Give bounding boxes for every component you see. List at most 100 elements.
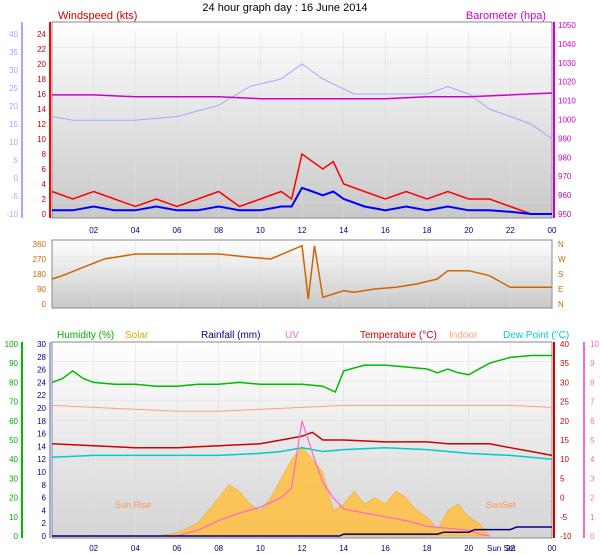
temp-tick-2: 30 bbox=[560, 378, 569, 387]
compass-tick-2: S bbox=[558, 270, 563, 279]
solar-tick-9: 12 bbox=[37, 455, 46, 464]
series-dewpoint bbox=[51, 446, 553, 460]
baro-tick-8: 970 bbox=[558, 172, 572, 181]
uv-tick-7: 3 bbox=[590, 474, 595, 483]
legend-label-4: Temperature (°C) bbox=[360, 330, 437, 341]
wind-tick-8: 8 bbox=[42, 150, 47, 159]
wind-tick-11: 2 bbox=[42, 195, 47, 204]
blue-tick-0: 40 bbox=[9, 30, 18, 39]
baro-tick-9: 960 bbox=[558, 191, 572, 200]
uv-tick-2: 8 bbox=[590, 378, 595, 387]
blue-tick-1: 35 bbox=[9, 48, 18, 57]
windspeed-axis-label: Windspeed (kts) bbox=[58, 10, 137, 22]
temp-tick-4: 20 bbox=[560, 417, 569, 426]
series-temperature bbox=[51, 431, 553, 457]
wind-tick-12: 0 bbox=[42, 210, 47, 219]
temperature-scale-ticks: 40 35 30 25 20 15 10 5 0 -5 -10 bbox=[560, 340, 572, 541]
solar-tick-0: 30 bbox=[37, 340, 46, 349]
temp-tick-9: -5 bbox=[560, 513, 568, 522]
solar-tick-4: 22 bbox=[37, 391, 46, 400]
x-tick-22: 22 bbox=[506, 544, 515, 553]
sunrise-label: Sun Rise bbox=[115, 500, 152, 510]
x-tick-12: 12 bbox=[298, 544, 307, 553]
blue-tick-4: 20 bbox=[9, 102, 18, 111]
blue-tick-9: -5 bbox=[11, 192, 19, 201]
hum-tick-5: 50 bbox=[9, 436, 18, 445]
solar-tick-14: 2 bbox=[42, 519, 47, 528]
hum-tick-9: 10 bbox=[9, 513, 18, 522]
x-tick-04: 04 bbox=[131, 544, 140, 553]
deg-tick-1: 270 bbox=[33, 255, 47, 264]
gridlines-humidity bbox=[52, 342, 552, 538]
series-uv bbox=[166, 420, 490, 537]
x-tick-06: 06 bbox=[173, 226, 182, 235]
blue-tick-2: 30 bbox=[9, 66, 18, 75]
solar-tick-15: 0 bbox=[42, 532, 47, 541]
x-tick-22: 22 bbox=[506, 226, 515, 235]
blue-tick-5: 15 bbox=[9, 120, 18, 129]
uv-tick-5: 5 bbox=[590, 436, 595, 445]
solar-tick-3: 24 bbox=[37, 378, 46, 387]
solar-tick-6: 18 bbox=[37, 417, 46, 426]
compass-tick-1: W bbox=[558, 255, 566, 264]
compass-tick-0: N bbox=[558, 240, 564, 249]
uv-tick-6: 4 bbox=[590, 455, 595, 464]
blue-tick-3: 25 bbox=[9, 84, 18, 93]
legend-label-0: Humidity (%) bbox=[57, 330, 114, 341]
solar-tick-13: 4 bbox=[42, 506, 47, 515]
x-tick-12: 12 bbox=[298, 226, 307, 235]
hum-tick-3: 70 bbox=[9, 398, 18, 407]
x-tick-10: 10 bbox=[256, 544, 265, 553]
x-tick-20: 20 bbox=[464, 544, 473, 553]
wind-tick-4: 16 bbox=[37, 90, 46, 99]
hum-tick-6: 40 bbox=[9, 455, 18, 464]
solar-tick-5: 20 bbox=[37, 404, 46, 413]
series-windspeed bbox=[51, 152, 552, 215]
uv-tick-9: 1 bbox=[590, 513, 595, 522]
chart-title: 24 hour graph day : 16 June 2014 bbox=[202, 2, 367, 14]
hum-tick-10: 0 bbox=[14, 532, 19, 541]
temp-tick-3: 25 bbox=[560, 398, 569, 407]
blue-tick-8: 0 bbox=[14, 174, 19, 183]
x-ticks-humidity: 02 04 06 08 10 12 14 16 18 20 22 00 bbox=[89, 544, 557, 553]
direction-degree-ticks: 360 270 180 90 0 bbox=[33, 240, 47, 309]
temp-tick-0: 40 bbox=[560, 340, 569, 349]
x-tick-06: 06 bbox=[173, 544, 182, 553]
solar-tick-2: 26 bbox=[37, 366, 46, 375]
wind-tick-5: 14 bbox=[37, 105, 46, 114]
compass-tick-4: N bbox=[558, 300, 564, 309]
hum-tick-0: 100 bbox=[5, 340, 19, 349]
x-ticks-wind: 02 04 06 08 10 12 14 16 18 20 22 00 bbox=[89, 226, 557, 235]
panel-wind-barometer: Windspeed (kts) Barometer (hpa) 40353025… bbox=[6, 10, 576, 235]
x-tick-18: 18 bbox=[423, 544, 432, 553]
hum-tick-2: 80 bbox=[9, 378, 18, 387]
temp-tick-8: 0 bbox=[560, 494, 565, 503]
wind-tick-7: 10 bbox=[37, 135, 46, 144]
sunset-label: SunSet bbox=[486, 500, 516, 510]
series-indoor bbox=[51, 404, 553, 412]
legend-labels: Humidity (%) Solar Rainfall (mm) UV Temperat… bbox=[57, 330, 569, 341]
x-tick-20: 20 bbox=[464, 226, 473, 235]
blue-tick-7: 5 bbox=[14, 156, 19, 165]
wind-tick-3: 18 bbox=[37, 75, 46, 84]
uv-tick-4: 6 bbox=[590, 417, 595, 426]
barometer-scale-ticks: 1050 1040 1030 1020 1010 1000 990 980 970 960 950 bbox=[558, 21, 576, 219]
solar-tick-11: 8 bbox=[42, 481, 47, 490]
baro-tick-5: 1000 bbox=[558, 116, 576, 125]
wind-tick-1: 22 bbox=[37, 45, 46, 54]
x-tick-00: 00 bbox=[548, 226, 557, 235]
blue-scale-ticks: 40 35 30 25 20 15 10 5 0 -5 -10 bbox=[6, 30, 18, 219]
deg-tick-2: 180 bbox=[33, 270, 47, 279]
legend-label-5: Indoor bbox=[449, 330, 478, 341]
series-wind-direction bbox=[51, 244, 552, 300]
sunset-label-bottom: Sun Set bbox=[487, 544, 516, 553]
wind-tick-2: 20 bbox=[37, 60, 46, 69]
hum-tick-4: 60 bbox=[9, 417, 18, 426]
solar-tick-10: 10 bbox=[37, 468, 46, 477]
uv-tick-0: 10 bbox=[590, 340, 599, 349]
